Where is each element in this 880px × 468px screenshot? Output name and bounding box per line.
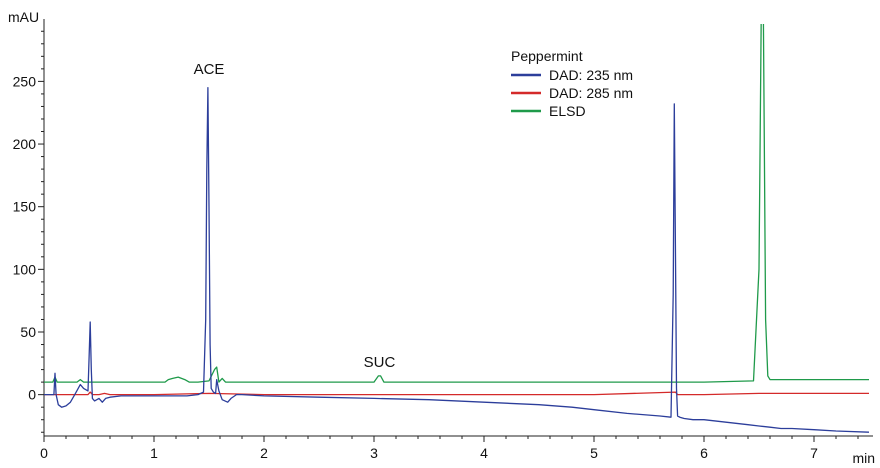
x-tick-label: 4 bbox=[480, 445, 488, 461]
x-axis-unit-label: min bbox=[852, 450, 875, 466]
legend-entry: DAD: 285 nm bbox=[549, 85, 633, 101]
x-tick-label: 3 bbox=[370, 445, 378, 461]
y-axis-unit-label: mAU bbox=[8, 9, 39, 25]
x-tick-label: 2 bbox=[260, 445, 268, 461]
y-tick-label: 150 bbox=[13, 199, 37, 215]
peak-annotation-ace: ACE bbox=[194, 61, 225, 78]
series-line-dad-235-nm bbox=[44, 87, 870, 433]
x-tick-label: 0 bbox=[40, 445, 48, 461]
y-tick-label: 200 bbox=[13, 136, 37, 152]
x-tick-label: 7 bbox=[810, 445, 818, 461]
x-tick-label: 5 bbox=[590, 445, 598, 461]
y-tick-label: 0 bbox=[28, 387, 36, 403]
series-line-elsd bbox=[44, 24, 869, 383]
series-line-dad-285-nm bbox=[44, 391, 869, 396]
y-tick-label: 50 bbox=[20, 324, 36, 340]
y-tick-label: 100 bbox=[13, 261, 37, 277]
legend-entry: DAD: 235 nm bbox=[549, 67, 633, 83]
peak-annotation-suc: SUC bbox=[364, 354, 396, 371]
x-tick-label: 1 bbox=[150, 445, 158, 461]
legend-title: Peppermint bbox=[511, 48, 583, 64]
y-tick-label: 250 bbox=[13, 73, 37, 89]
x-tick-label: 6 bbox=[700, 445, 708, 461]
legend-entry: ELSD bbox=[549, 103, 586, 119]
